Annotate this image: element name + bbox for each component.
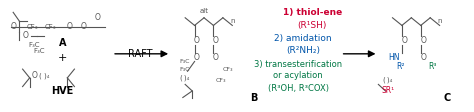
Text: (R²NH₂): (R²NH₂) — [286, 46, 320, 55]
Text: CF₃: CF₃ — [45, 24, 56, 29]
Text: n: n — [230, 18, 235, 24]
Text: CF₃: CF₃ — [26, 24, 38, 29]
Text: 3) transesterification: 3) transesterification — [254, 60, 342, 69]
Text: CF₃: CF₃ — [222, 67, 233, 72]
Text: O: O — [31, 71, 37, 80]
Text: ( )₄: ( )₄ — [38, 72, 49, 79]
Text: HVE: HVE — [52, 86, 74, 96]
Text: F₃C: F₃C — [179, 59, 190, 64]
Text: alt: alt — [200, 8, 209, 14]
Text: O: O — [194, 53, 200, 62]
Text: O: O — [10, 22, 16, 31]
Text: CF₃: CF₃ — [215, 78, 226, 83]
Text: O: O — [420, 53, 426, 62]
Text: O: O — [194, 36, 200, 45]
Text: F₃C: F₃C — [34, 47, 45, 54]
Text: +: + — [58, 53, 67, 63]
Text: or acylation: or acylation — [273, 71, 323, 80]
Text: ( )₄: ( )₄ — [181, 75, 190, 81]
Text: R²: R² — [397, 62, 405, 71]
Text: R³: R³ — [428, 62, 437, 71]
Text: B: B — [250, 93, 257, 102]
Text: n: n — [438, 18, 442, 24]
Text: O: O — [401, 36, 407, 45]
Text: F₃C: F₃C — [29, 42, 40, 48]
Text: HN: HN — [388, 53, 400, 62]
Text: (R¹SH): (R¹SH) — [298, 21, 327, 30]
Text: O: O — [95, 13, 101, 22]
Text: O: O — [213, 36, 219, 45]
Text: O: O — [81, 22, 87, 31]
Text: SR¹: SR¹ — [381, 86, 394, 95]
Text: ( )₄: ( )₄ — [383, 77, 392, 83]
Text: F₃C: F₃C — [179, 67, 190, 72]
Text: O: O — [23, 31, 29, 40]
Text: C: C — [443, 93, 450, 102]
Text: O: O — [67, 22, 73, 31]
Text: A: A — [59, 38, 66, 48]
Text: O: O — [213, 53, 219, 62]
Text: 1) thiol-ene: 1) thiol-ene — [283, 8, 342, 17]
Text: 2) amidation: 2) amidation — [274, 34, 332, 43]
Text: O: O — [420, 36, 426, 45]
Text: RAFT: RAFT — [128, 49, 153, 59]
Text: (R³OH, R³COX): (R³OH, R³COX) — [268, 84, 329, 93]
